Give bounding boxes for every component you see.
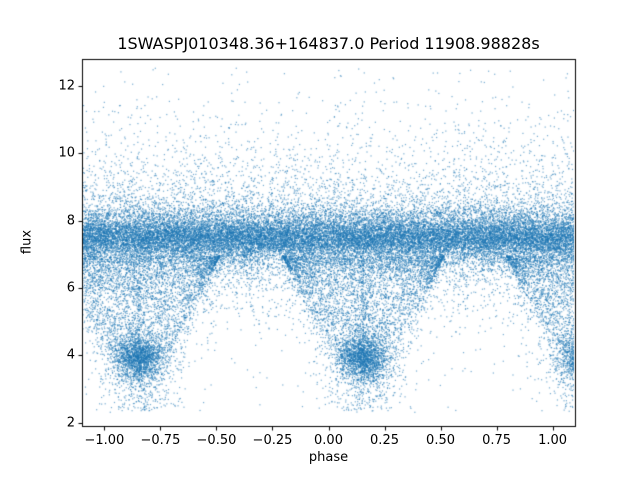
y-tick-label: 12 — [58, 78, 75, 94]
y-tick-label: 6 — [66, 280, 75, 296]
y-tick-label: 8 — [66, 213, 75, 229]
chart-title: 1SWASPJ010348.36+164837.0 Period 11908.9… — [117, 34, 540, 53]
y-axis-label: flux — [19, 229, 35, 255]
x-tick-label: 0.00 — [314, 433, 343, 448]
x-tick-label: 0.25 — [370, 433, 399, 448]
x-tick-label: −0.25 — [252, 433, 293, 448]
y-tick-label: 2 — [66, 415, 75, 431]
x-tick-label: −0.75 — [140, 433, 181, 448]
y-tick-label: 10 — [58, 145, 75, 161]
x-tick-label: 0.50 — [426, 433, 456, 448]
x-tick-label: −1.00 — [84, 433, 125, 448]
x-tick-label: 0.75 — [482, 433, 512, 448]
y-tick-label: 4 — [66, 347, 75, 363]
x-tick-label: 1.00 — [538, 433, 568, 448]
x-axis-label: phase — [308, 450, 349, 465]
x-tick-label: −0.50 — [196, 433, 237, 448]
